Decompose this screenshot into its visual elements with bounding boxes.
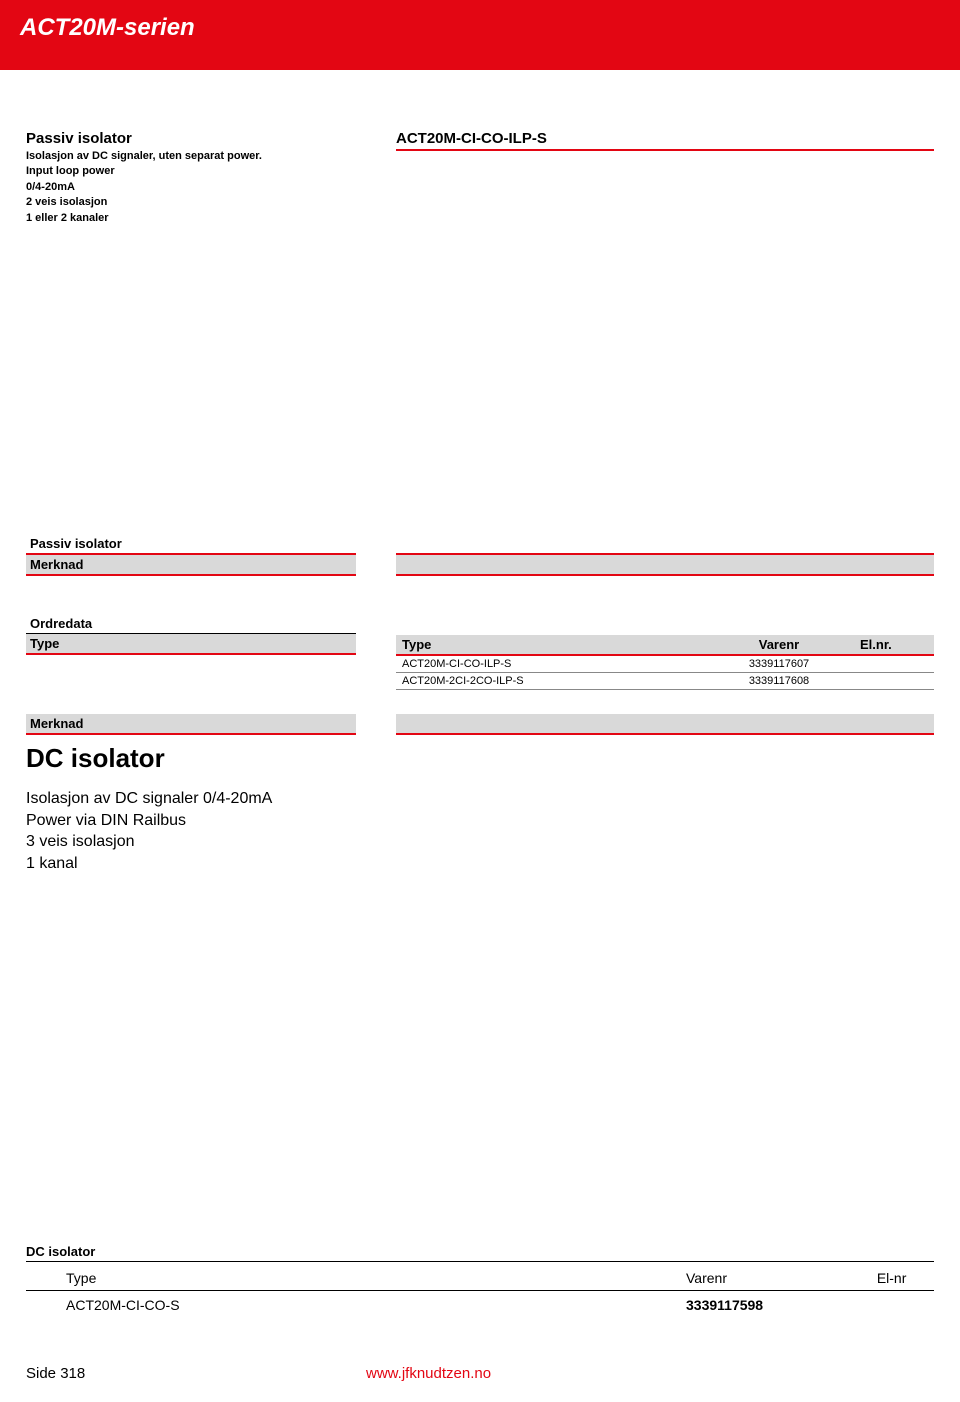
ordredata-label: Ordredata	[26, 614, 356, 634]
col-varenr: Varenr	[704, 635, 854, 655]
page-title: ACT20M-serien	[20, 14, 940, 42]
dc-line: Isolasjon av DC signaler 0/4-20mA	[26, 788, 934, 810]
model-header: ACT20M-CI-CO-ILP-S	[396, 130, 934, 151]
type-label: Type	[26, 634, 356, 655]
dc-line: Power via DIN Railbus	[26, 810, 934, 832]
passiv-line: 1 eller 2 kanaler	[26, 211, 356, 226]
col-type: Type	[396, 635, 704, 655]
merknad-label-2: Merknad	[26, 714, 356, 735]
footer-page: Side 318	[26, 1365, 366, 1382]
dc-col-type: Type	[26, 1266, 646, 1291]
ordre-table: Type Varenr El.nr. ACT20M-CI-CO-ILP-S 33…	[396, 635, 934, 690]
table-row: ACT20M-2CI-2CO-ILP-S 3339117608	[396, 672, 934, 689]
header-banner: ACT20M-serien	[0, 0, 960, 70]
dc-col-elnr: El-nr	[837, 1266, 934, 1291]
dc-line: 3 veis isolasjon	[26, 831, 934, 853]
passiv-line: 0/4-20mA	[26, 180, 356, 195]
dc-isolator-label: DC isolator	[26, 1244, 934, 1262]
dc-table: Type Varenr El-nr ACT20M-CI-CO-S 3339117…	[26, 1266, 934, 1319]
passiv-title: Passiv isolator	[26, 130, 356, 147]
passiv-line: Input loop power	[26, 164, 356, 179]
passiv-line: 2 veis isolasjon	[26, 195, 356, 210]
footer: Side 318 www.jfknudtzen.no	[0, 1365, 960, 1382]
footer-url: www.jfknudtzen.no	[366, 1365, 491, 1382]
dc-table-row: ACT20M-CI-CO-S 3339117598	[26, 1291, 934, 1320]
passiv-isolator-label: Passiv isolator	[26, 534, 356, 555]
col-elnr: El.nr.	[854, 635, 934, 655]
dc-isolator-title: DC isolator	[26, 743, 934, 774]
merknad-label: Merknad	[26, 555, 356, 576]
table-row: ACT20M-CI-CO-ILP-S 3339117607	[396, 655, 934, 673]
passiv-desc: Isolasjon av DC signaler, uten separat p…	[26, 149, 356, 164]
dc-col-varenr: Varenr	[646, 1266, 837, 1291]
dc-line: 1 kanal	[26, 853, 934, 875]
